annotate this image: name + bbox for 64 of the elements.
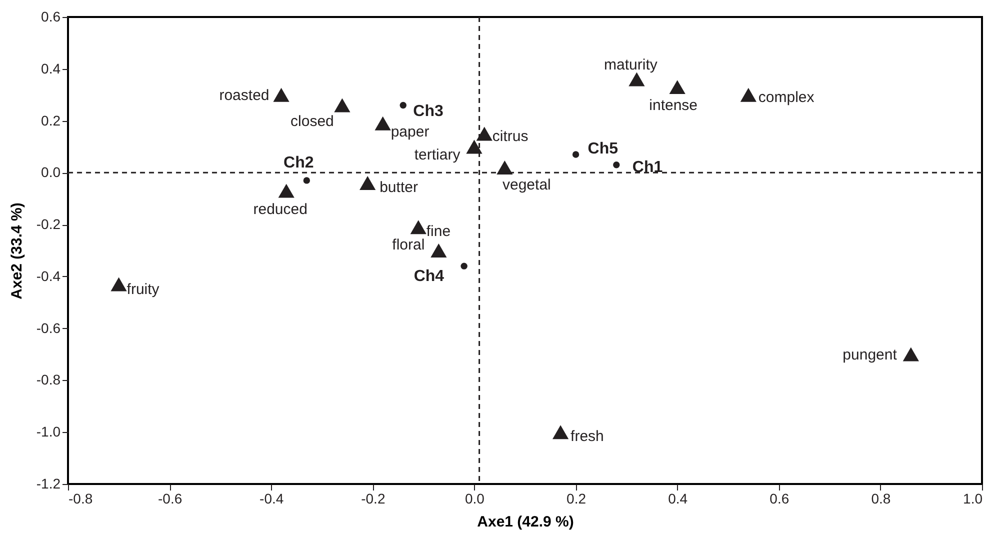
x-axis-title: Axe1 (42.9 %) <box>477 514 574 530</box>
annotation: complex <box>758 88 815 106</box>
annotation: Ch3 <box>413 103 444 120</box>
point <box>278 184 294 198</box>
point <box>496 160 513 174</box>
y-tick-label: -1.2 <box>36 476 61 492</box>
y-tick-label: -0.4 <box>36 268 61 284</box>
point <box>410 220 426 234</box>
point <box>466 140 482 154</box>
y-tick-label: 0.0 <box>41 164 61 180</box>
annotation: reduced <box>253 200 308 218</box>
x-tick-label: 0.8 <box>871 490 891 506</box>
x-tick-label: -0.4 <box>260 490 284 506</box>
annotation: pungent <box>842 346 898 364</box>
y-tick-label: -1.0 <box>36 424 61 440</box>
annotation: Ch4 <box>414 268 444 286</box>
point <box>669 80 686 94</box>
annotation: fresh <box>570 428 604 446</box>
point <box>273 88 290 102</box>
annotation: Ch1 <box>632 158 663 176</box>
point <box>613 162 620 168</box>
point <box>360 176 376 190</box>
annotation: paper <box>390 123 430 140</box>
x-tick-label: 0.0 <box>464 490 485 506</box>
point <box>334 98 350 112</box>
annotation: maturity <box>604 56 658 74</box>
point <box>476 126 492 141</box>
point <box>303 177 310 184</box>
point <box>110 277 127 292</box>
y-tick-label: -0.8 <box>36 372 61 388</box>
x-tick-label: 0.6 <box>770 490 790 506</box>
y-axis-title: Axe2 (33.4 %) <box>8 202 26 300</box>
annotation: fine <box>426 223 451 240</box>
point <box>430 244 447 258</box>
annotation: floral <box>392 236 425 254</box>
annotation: vegetal <box>502 176 551 194</box>
y-tick-label: 0.2 <box>41 112 61 128</box>
point <box>552 425 569 440</box>
point <box>460 262 468 270</box>
annotation: butter <box>380 179 418 196</box>
y-tick-label: 0.4 <box>41 60 61 76</box>
annotation: Ch5 <box>588 140 618 158</box>
x-tick-label: -0.2 <box>361 490 386 506</box>
x-tick-label: 1.0 <box>963 490 983 506</box>
x-tick-label: -0.6 <box>158 490 182 506</box>
x-tick-label: 0.4 <box>668 490 688 506</box>
annotation: closed <box>290 113 334 130</box>
annotation: intense <box>649 97 698 114</box>
x-tick-label: 0.2 <box>566 490 586 506</box>
y-tick-label: -0.6 <box>36 320 61 336</box>
y-tick-label: -0.2 <box>36 216 61 232</box>
point <box>902 347 919 362</box>
annotation: tertiary <box>414 146 461 164</box>
point <box>572 151 580 158</box>
annotation: citrus <box>492 128 528 145</box>
point <box>400 102 406 109</box>
annotation: Ch2 <box>284 154 314 172</box>
point <box>628 72 645 86</box>
point <box>740 88 756 102</box>
annotation: fruity <box>126 281 160 298</box>
x-tick-label: -0.8 <box>68 490 93 506</box>
y-tick-label: 0.6 <box>41 8 61 24</box>
annotation: roasted <box>219 86 270 104</box>
point <box>374 116 391 130</box>
